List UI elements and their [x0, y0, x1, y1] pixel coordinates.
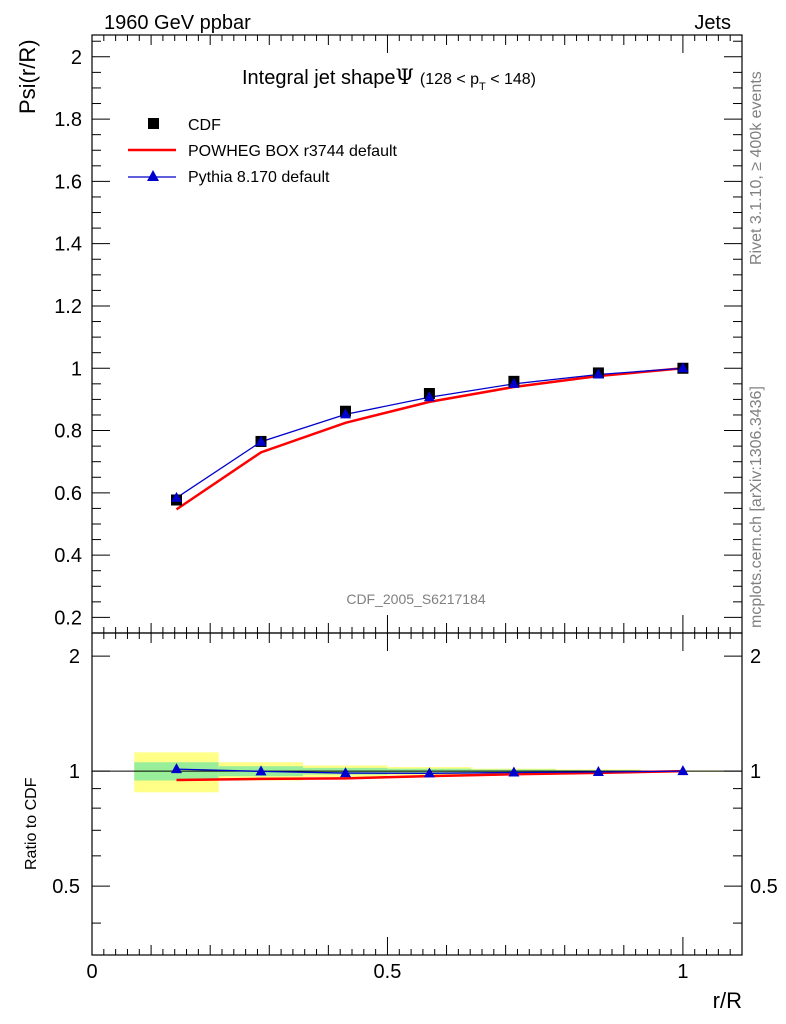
y-tick-label: 0.2 [54, 607, 82, 629]
legend-pythia-label: Pythia 8.170 default [188, 169, 330, 186]
y-tick-label: 0.4 [54, 545, 82, 567]
axes-ticks: 0.2 0.4 0.6 0.8 1 1.2 1.4 1.6 1.8 2 0 0.5 1 0.5 0.5 1 1 2… [52, 35, 778, 983]
ratio-tick-label-right: 2 [750, 646, 761, 668]
pythia-ratio-point [592, 765, 604, 776]
pythia-point [592, 368, 604, 379]
side-label-mcplots: mcplots.cern.ch [arXiv:1306.3436] [748, 386, 765, 628]
legend: CDF POWHEG BOX r3744 default Pythia 8.17… [128, 117, 398, 186]
main-plot-series [171, 362, 689, 511]
title-range-sub: T [479, 81, 486, 93]
pythia-ratio-point [677, 765, 689, 776]
ratio-tick-label: 2 [69, 646, 80, 668]
ratio-y-axis-label: Ratio to CDF [23, 777, 40, 870]
y-tick-label: 1 [71, 358, 82, 380]
ratio-plot-frame [91, 632, 743, 956]
y-tick-label: 1.2 [54, 296, 82, 318]
x-axis-label: r/R [713, 988, 742, 1013]
ratio-plot-series [171, 763, 689, 782]
pythia-point [171, 491, 182, 502]
ratio-tick-label-right: 1 [750, 761, 761, 783]
pythia-ratio-point [171, 763, 182, 774]
y-tick-label: 1.4 [54, 234, 82, 256]
pythia-point [677, 362, 689, 373]
side-label-rivet: Rivet 3.1.10, ≥ 400k events [748, 71, 765, 265]
x-tick-label: 0.5 [374, 961, 402, 983]
ratio-tick-label: 0.5 [52, 876, 80, 898]
y-tick-label: 0.6 [54, 483, 82, 505]
pythia-ratio-point [508, 766, 520, 777]
y-tick-label: 0.8 [54, 421, 82, 443]
pythia-point [508, 377, 520, 388]
title-range-post: < 148) [486, 71, 536, 88]
ratio-tick-label-right: 0.5 [750, 876, 778, 898]
x-tick-label: 1 [677, 961, 688, 983]
header-left: 1960 GeV ppbar [104, 12, 251, 34]
pythia-point [255, 435, 267, 446]
pythia-ratio-point [340, 767, 351, 778]
y-axis-label: Psi(r/R) [15, 39, 40, 114]
pythia-point [340, 408, 351, 419]
y-tick-label: 1.6 [54, 171, 82, 193]
watermark-analysis-id: CDF_2005_S6217184 [346, 591, 486, 607]
chart-title-text: Integral jet shape [242, 67, 395, 89]
pythia-line [176, 367, 683, 499]
title-range-pre: (128 < p [420, 71, 479, 88]
psi-symbol: Ψ [395, 65, 413, 89]
chart-title: Integral jet shapeΨ (128 < pT < 148) [242, 65, 536, 93]
y-tick-label: 1.8 [54, 109, 82, 131]
x-tick-label: 0 [86, 961, 97, 983]
legend-powheg-label: POWHEG BOX r3744 default [188, 143, 398, 160]
header-right: Jets [694, 12, 731, 34]
pythia-point [423, 391, 435, 402]
pythia-ratio-point [255, 765, 267, 776]
pythia-ratio-point [423, 767, 435, 778]
ratio-tick-label: 1 [69, 761, 80, 783]
legend-cdf-marker [148, 118, 159, 129]
legend-cdf-label: CDF [188, 117, 221, 134]
y-tick-label: 2 [71, 47, 82, 69]
legend-pythia-marker [147, 170, 159, 181]
